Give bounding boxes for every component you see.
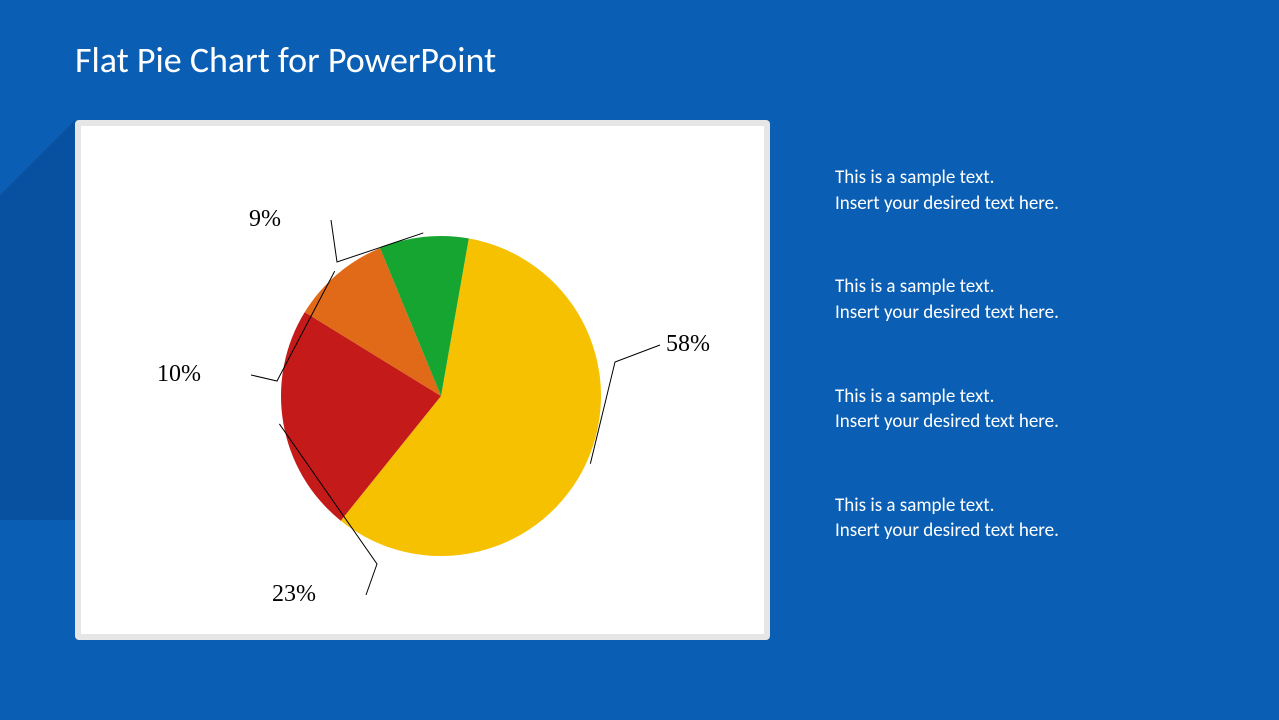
description-block: This is a sample text. Insert your desir… bbox=[835, 384, 1235, 435]
pie-chart: 58% 23% 10% 9% bbox=[81, 126, 764, 634]
slice-label: 9% bbox=[249, 206, 281, 232]
description-line: This is a sample text. bbox=[835, 165, 1235, 191]
slice-label: 10% bbox=[157, 361, 201, 387]
description-block: This is a sample text. Insert your desir… bbox=[835, 165, 1235, 216]
slice-label: 58% bbox=[666, 331, 710, 357]
description-line: Insert your desired text here. bbox=[835, 300, 1235, 326]
description-block: This is a sample text. Insert your desir… bbox=[835, 274, 1235, 325]
page-title: Flat Pie Chart for PowerPoint bbox=[75, 38, 496, 82]
description-line: This is a sample text. bbox=[835, 493, 1235, 519]
slice-label: 23% bbox=[272, 581, 316, 607]
description-line: Insert your desired text here. bbox=[835, 518, 1235, 544]
leader-line bbox=[590, 345, 660, 464]
description-line: This is a sample text. bbox=[835, 384, 1235, 410]
description-block: This is a sample text. Insert your desir… bbox=[835, 493, 1235, 544]
description-line: This is a sample text. bbox=[835, 274, 1235, 300]
description-line: Insert your desired text here. bbox=[835, 409, 1235, 435]
slide: Flat Pie Chart for PowerPoint 58% 23% 10% 9… bbox=[0, 0, 1279, 720]
chart-card: 58% 23% 10% 9% bbox=[75, 120, 770, 640]
descriptions: This is a sample text. Insert your desir… bbox=[835, 165, 1235, 602]
description-line: Insert your desired text here. bbox=[835, 191, 1235, 217]
